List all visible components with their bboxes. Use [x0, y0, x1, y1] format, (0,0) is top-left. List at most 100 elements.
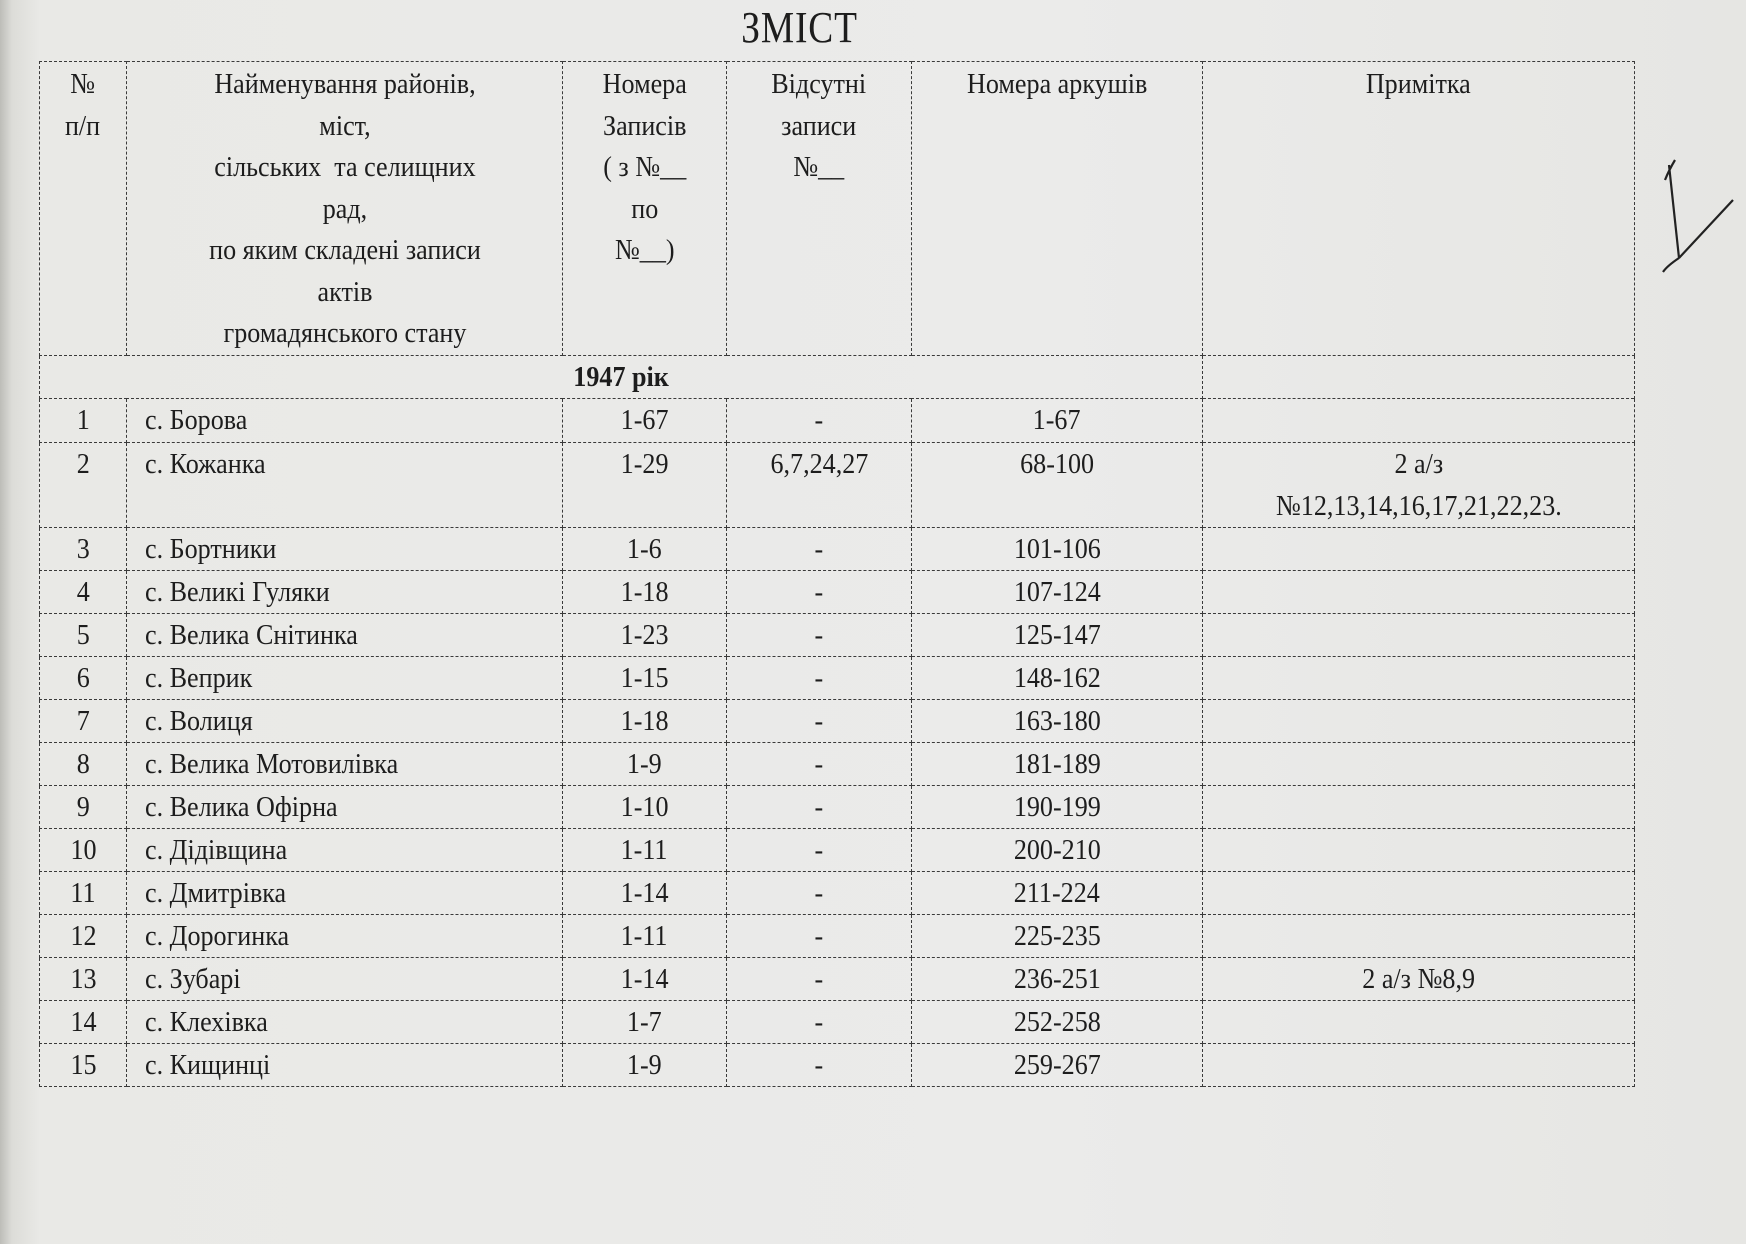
cell-no: 2 [39, 441, 127, 528]
cell-name: с. Борова [126, 397, 563, 443]
cell-name: с. Дідівщина [126, 827, 563, 872]
cell-name: с. Велика Мотовилівка [126, 741, 563, 786]
cell-records: 1-18 [562, 569, 727, 614]
cell-missing: - [726, 526, 912, 571]
cell-sheets: 1-67 [911, 397, 1203, 443]
cell-no: 12 [39, 913, 127, 958]
cell-note [1202, 999, 1635, 1044]
page-title: ЗМІСТ [741, 3, 859, 52]
header-note: Примітка [1202, 61, 1635, 356]
handwritten-mark [1662, 159, 1734, 273]
cell-note [1202, 526, 1635, 571]
table-row: 10 с. Дідівщина 1-11-200-210 [39, 827, 1635, 872]
cell-name: с. Дмитрівка [126, 870, 563, 915]
cell-sheets: 190-199 [911, 784, 1203, 829]
cell-records: 1-18 [562, 698, 727, 743]
table-row: 6 с. Веприк 1-15-148-162 [39, 655, 1635, 700]
cell-missing: - [726, 397, 912, 443]
cell-name: с. Великі Гуляки [126, 569, 563, 614]
cell-records: 1-9 [562, 741, 727, 786]
cell-sheets: 107-124 [911, 569, 1203, 614]
cell-records: 1-10 [562, 784, 727, 829]
table-row: 8 с. Велика Мотовилівка 1-9-181-189 [39, 741, 1635, 786]
cell-sheets: 236-251 [911, 956, 1203, 1001]
cell-records: 1-15 [562, 655, 727, 700]
header-name: Найменування районів, міст, сільських та… [126, 61, 563, 356]
cell-no: 8 [39, 741, 127, 786]
cell-name: с. Велика Снітинка [126, 612, 563, 657]
table-row: 14 с. Клехівка 1-7-252-258 [39, 999, 1635, 1044]
year-row: 1947 рік [39, 354, 1635, 399]
cell-sheets: 125-147 [911, 612, 1203, 657]
cell-records: 1-6 [562, 526, 727, 571]
cell-note [1202, 784, 1635, 829]
cell-sheets: 200-210 [911, 827, 1203, 872]
cell-sheets: 101-106 [911, 526, 1203, 571]
cell-records: 1-11 [562, 913, 727, 958]
header-row: № п/п Найменування районів, міст, сільсь… [39, 61, 1635, 356]
cell-no: 1 [39, 397, 127, 443]
cell-missing: - [726, 698, 912, 743]
cell-note [1202, 913, 1635, 958]
cell-records: 1-23 [562, 612, 727, 657]
cell-records: 1-9 [562, 1042, 727, 1087]
header-records: Номера Записів ( з №__ по №__) [562, 61, 727, 356]
contents-table: № п/п Найменування районів, міст, сільсь… [39, 61, 1635, 1087]
cell-note [1202, 612, 1635, 657]
cell-records: 1-7 [562, 999, 727, 1044]
cell-no: 15 [39, 1042, 127, 1087]
cell-sheets: 225-235 [911, 913, 1203, 958]
cell-name: с. Клехівка [126, 999, 563, 1044]
header-sheets: Номера аркушів [911, 61, 1203, 356]
cell-note [1202, 870, 1635, 915]
cell-note: 2 а/з №8,9 [1202, 956, 1635, 1001]
cell-sheets: 148-162 [911, 655, 1203, 700]
cell-no: 10 [39, 827, 127, 872]
cell-no: 5 [39, 612, 127, 657]
cell-records: 1-14 [562, 870, 727, 915]
cell-records: 1-14 [562, 956, 727, 1001]
cell-note [1202, 1042, 1635, 1087]
table-row: 4 с. Великі Гуляки 1-18-107-124 [39, 569, 1635, 614]
cell-missing: - [726, 1042, 912, 1087]
cell-no: 13 [39, 956, 127, 1001]
cell-note: 2 а/з №12,13,14,16,17,21,22,23. [1202, 441, 1635, 528]
cell-name: с. Бортники [126, 526, 563, 571]
header-number: № п/п [39, 61, 127, 356]
table-row: 5 с. Велика Снітинка 1-23-125-147 [39, 612, 1635, 657]
table-row: 15 с. Кищинці 1-9-259-267 [39, 1042, 1635, 1087]
year-note-cell [1202, 354, 1635, 398]
cell-name: с. Велика Офірна [126, 784, 563, 829]
cell-sheets: 163-180 [911, 698, 1203, 743]
table-row: 9 с. Велика Офірна 1-10-190-199 [39, 784, 1635, 829]
cell-no: 3 [39, 526, 127, 571]
header-missing: Відсутні записи №__ [726, 61, 912, 356]
cell-missing: - [726, 655, 912, 700]
cell-name: с. Кищинці [126, 1042, 563, 1087]
cell-sheets: 181-189 [911, 741, 1203, 786]
cell-note [1202, 698, 1635, 743]
cell-missing: - [726, 612, 912, 657]
cell-missing: - [726, 784, 912, 829]
cell-missing: - [726, 999, 912, 1044]
cell-name: с. Волиця [126, 698, 563, 743]
cell-note [1202, 655, 1635, 700]
table-row: 3 с. Бортники 1-6-101-106 [39, 526, 1635, 571]
cell-no: 6 [39, 655, 127, 700]
table-row: 1 с. Борова 1-67-1-67 [39, 397, 1635, 443]
cell-sheets: 259-267 [911, 1042, 1203, 1087]
cell-records: 1-11 [562, 827, 727, 872]
table-row: 7 с. Волиця 1-18-163-180 [39, 698, 1635, 743]
cell-missing: 6,7,24,27 [726, 441, 912, 528]
cell-name: с. Веприк [126, 655, 563, 700]
cell-note [1202, 741, 1635, 786]
cell-no: 11 [39, 870, 127, 915]
cell-no: 7 [39, 698, 127, 743]
cell-no: 4 [39, 569, 127, 614]
cell-records: 1-29 [562, 441, 727, 528]
table-row: 12 с. Дорогинка 1-11-225-235 [39, 913, 1635, 958]
cell-missing: - [726, 956, 912, 1001]
cell-missing: - [726, 569, 912, 614]
table-row: 13 с. Зубарі 1-14-236-251 2 а/з №8,9 [39, 956, 1635, 1001]
cell-records: 1-67 [562, 397, 727, 443]
